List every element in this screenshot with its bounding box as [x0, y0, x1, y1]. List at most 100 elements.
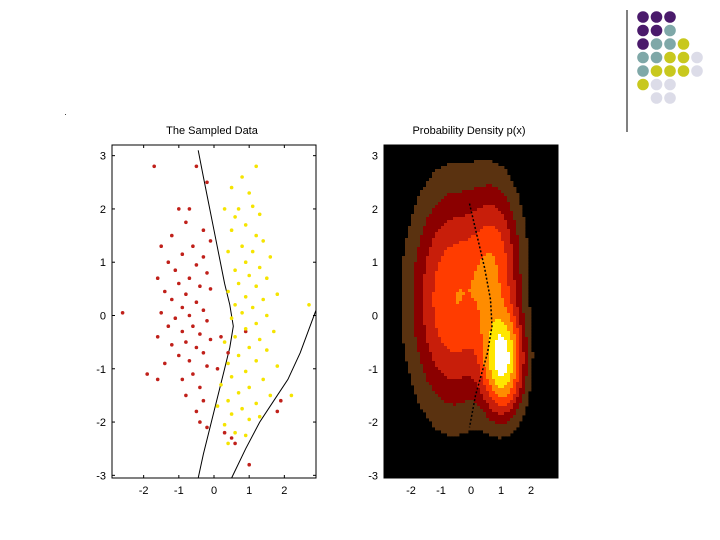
heatmap-cell [483, 403, 487, 407]
heatmap-cell [474, 214, 478, 218]
heatmap-cell [438, 199, 442, 203]
heatmap-cell [516, 331, 520, 335]
heatmap-cell [459, 337, 463, 341]
heatmap-cell [504, 343, 508, 347]
heatmap-cell [519, 235, 523, 239]
heatmap-cell [468, 172, 472, 176]
heatmap-cell [498, 406, 502, 410]
heatmap-cell [423, 331, 427, 335]
heatmap-cell [468, 427, 472, 431]
heatmap-cell [429, 415, 433, 419]
heatmap-cell [435, 250, 439, 254]
heatmap-cell [498, 178, 502, 182]
heatmap-cell [516, 214, 520, 218]
decorative-dot-grid [637, 11, 703, 104]
heatmap-cell [498, 358, 502, 362]
heatmap-cell [510, 403, 514, 407]
heatmap-cell [426, 280, 430, 284]
y-tick-label: 1 [372, 257, 378, 269]
heatmap-cell [513, 334, 517, 338]
heatmap-cell [513, 352, 517, 356]
heatmap-cell [468, 292, 472, 296]
heatmap-cell [483, 271, 487, 275]
heatmap-cell [522, 310, 526, 314]
heatmap-cell [453, 292, 457, 296]
heatmap-cell [456, 286, 460, 290]
heatmap-cell [504, 241, 508, 245]
heatmap-cell [468, 232, 472, 236]
heatmap-cell [513, 364, 517, 368]
heatmap-cell [522, 376, 526, 380]
heatmap-cell [420, 379, 424, 383]
heatmap-cell [405, 283, 409, 287]
heatmap-cell [414, 358, 418, 362]
heatmap-cell [477, 208, 481, 212]
heatmap-cell [435, 193, 439, 197]
heatmap-cell [471, 382, 475, 386]
heatmap-cell [417, 367, 421, 371]
heatmap-cell [501, 286, 505, 290]
heatmap-cell [417, 298, 421, 302]
heatmap-cell [519, 331, 523, 335]
heatmap-cell [471, 325, 475, 329]
heatmap-cell [492, 175, 496, 179]
heatmap-cell [429, 385, 433, 389]
heatmap-cell [489, 316, 493, 320]
heatmap-cell [501, 343, 505, 347]
heatmap-cell [495, 427, 499, 431]
heatmap-cell [453, 286, 457, 290]
heatmap-cell [471, 190, 475, 194]
heatmap-cell [459, 376, 463, 380]
heatmap-cell [483, 184, 487, 188]
heatmap-cell [483, 307, 487, 311]
heatmap-cell [462, 199, 466, 203]
heatmap-cell [423, 220, 427, 224]
heatmap-cell [435, 187, 439, 191]
heatmap-cell [456, 208, 460, 212]
heatmap-cell [504, 361, 508, 365]
heatmap-cell [519, 250, 523, 254]
heatmap-cell [459, 412, 463, 416]
heatmap-cell [417, 394, 421, 398]
heatmap-cell [474, 178, 478, 182]
heatmap-cell [510, 394, 514, 398]
heatmap-cell [480, 373, 484, 377]
heatmap-cell [435, 208, 439, 212]
heatmap-cell [486, 220, 490, 224]
heatmap-cell [525, 397, 529, 401]
heatmap-cell [489, 415, 493, 419]
heatmap-cell [495, 421, 499, 425]
heatmap-cell [423, 376, 427, 380]
heatmap-cell [510, 301, 514, 305]
heatmap-cell [447, 334, 451, 338]
heatmap-cell [492, 403, 496, 407]
heatmap-cell [426, 181, 430, 185]
heatmap-cell [522, 346, 526, 350]
class-1-point [187, 359, 192, 363]
heatmap-cell [510, 229, 514, 233]
heatmap-cell [438, 241, 442, 245]
heatmap-cell [477, 349, 481, 353]
heatmap-cell [405, 277, 409, 281]
heatmap-cell [525, 283, 529, 287]
heatmap-cell [453, 220, 457, 224]
heatmap-cell [414, 274, 418, 278]
heatmap-cell [435, 382, 439, 386]
heatmap-cell [519, 376, 523, 380]
heatmap-cell [483, 337, 487, 341]
heatmap-cell [507, 403, 511, 407]
heatmap-cell [525, 388, 529, 392]
heatmap-cell [477, 325, 481, 329]
heatmap-cell [414, 262, 418, 266]
heatmap-cell [447, 310, 451, 314]
heatmap-cell [513, 319, 517, 323]
heatmap-cell [423, 397, 427, 401]
heatmap-cell [450, 262, 454, 266]
heatmap-cell [450, 286, 454, 290]
heatmap-cell [411, 220, 415, 224]
heatmap-cell [447, 205, 451, 209]
heatmap-cell [447, 349, 451, 353]
decorative-dot [677, 65, 690, 77]
heatmap-cell [492, 376, 496, 380]
heatmap-cell [426, 325, 430, 329]
